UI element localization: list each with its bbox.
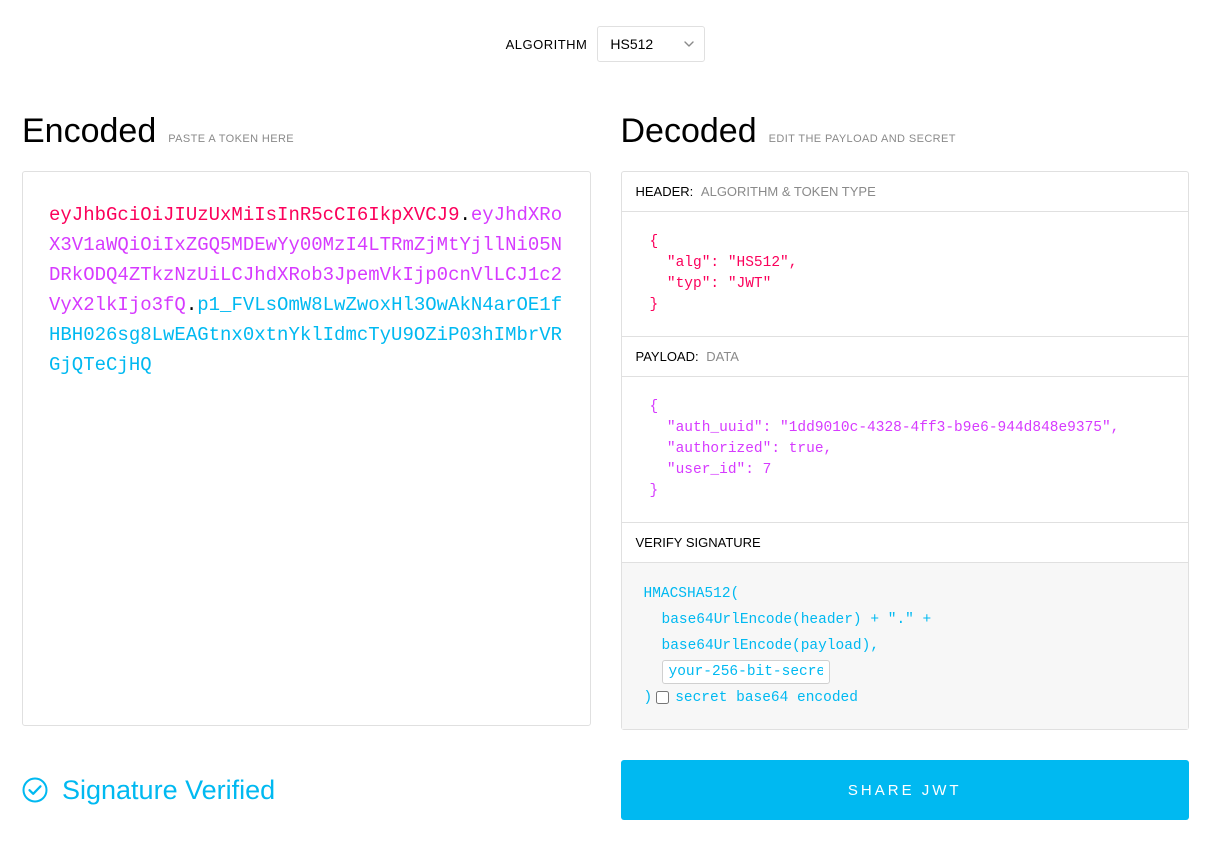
secret-base64-label: secret base64 encoded — [675, 690, 858, 706]
algorithm-select[interactable]: HS512 — [597, 26, 705, 62]
payload-section-label: PAYLOAD: — [636, 349, 699, 364]
token-dot: . — [186, 294, 197, 316]
algorithm-label: ALGORITHM — [506, 37, 588, 52]
sig-close-paren: ) — [644, 690, 653, 706]
signature-verified-text: Signature Verified — [62, 775, 275, 806]
signature-secret-input[interactable] — [662, 660, 830, 684]
payload-section-head: PAYLOAD: DATA — [622, 337, 1189, 377]
signature-section-head: VERIFY SIGNATURE — [622, 523, 1189, 563]
payload-json-body[interactable]: { "auth_uuid": "1dd9010c-4328-4ff3-b9e6-… — [622, 377, 1189, 522]
header-section-head: HEADER: ALGORITHM & TOKEN TYPE — [622, 172, 1189, 212]
header-section-label: HEADER: — [636, 184, 694, 199]
signature-section-label: VERIFY SIGNATURE — [636, 535, 761, 550]
decoded-title: Decoded — [621, 112, 757, 151]
header-section-sublabel: ALGORITHM & TOKEN TYPE — [701, 184, 876, 199]
payload-section-sublabel: DATA — [706, 349, 739, 364]
chevron-down-icon — [684, 39, 694, 49]
encoded-token-box[interactable]: eyJhbGciOiJIUzUxMiIsInR5cCI6IkpXVCJ9.eyJ… — [22, 171, 591, 726]
algorithm-selected-value: HS512 — [610, 36, 653, 52]
sig-line1: base64UrlEncode(header) + "." + — [644, 607, 1167, 633]
decoded-container: HEADER: ALGORITHM & TOKEN TYPE { "alg": … — [621, 171, 1190, 730]
decoded-column: Decoded EDIT THE PAYLOAD AND SECRET HEAD… — [621, 112, 1190, 730]
token-header-part: eyJhbGciOiJIUzUxMiIsInR5cCI6IkpXVCJ9 — [49, 204, 459, 226]
secret-base64-checkbox[interactable] — [656, 691, 669, 704]
algorithm-row: ALGORITHM HS512 — [22, 26, 1189, 62]
encoded-subtitle: PASTE A TOKEN HERE — [168, 133, 294, 145]
share-jwt-button[interactable]: SHARE JWT — [621, 760, 1190, 820]
signature-body: HMACSHA512( base64UrlEncode(header) + ".… — [622, 563, 1189, 729]
token-dot: . — [459, 204, 470, 226]
encoded-title: Encoded — [22, 112, 156, 151]
encoded-column: Encoded PASTE A TOKEN HERE eyJhbGciOiJIU… — [22, 112, 591, 730]
sig-line2: base64UrlEncode(payload), — [644, 633, 1167, 659]
decoded-subtitle: EDIT THE PAYLOAD AND SECRET — [769, 133, 956, 145]
header-json-body[interactable]: { "alg": "HS512", "typ": "JWT" } — [622, 212, 1189, 336]
check-circle-icon — [22, 777, 48, 803]
signature-verified-block: Signature Verified — [22, 775, 591, 806]
sig-func-open: HMACSHA512( — [644, 581, 1167, 607]
